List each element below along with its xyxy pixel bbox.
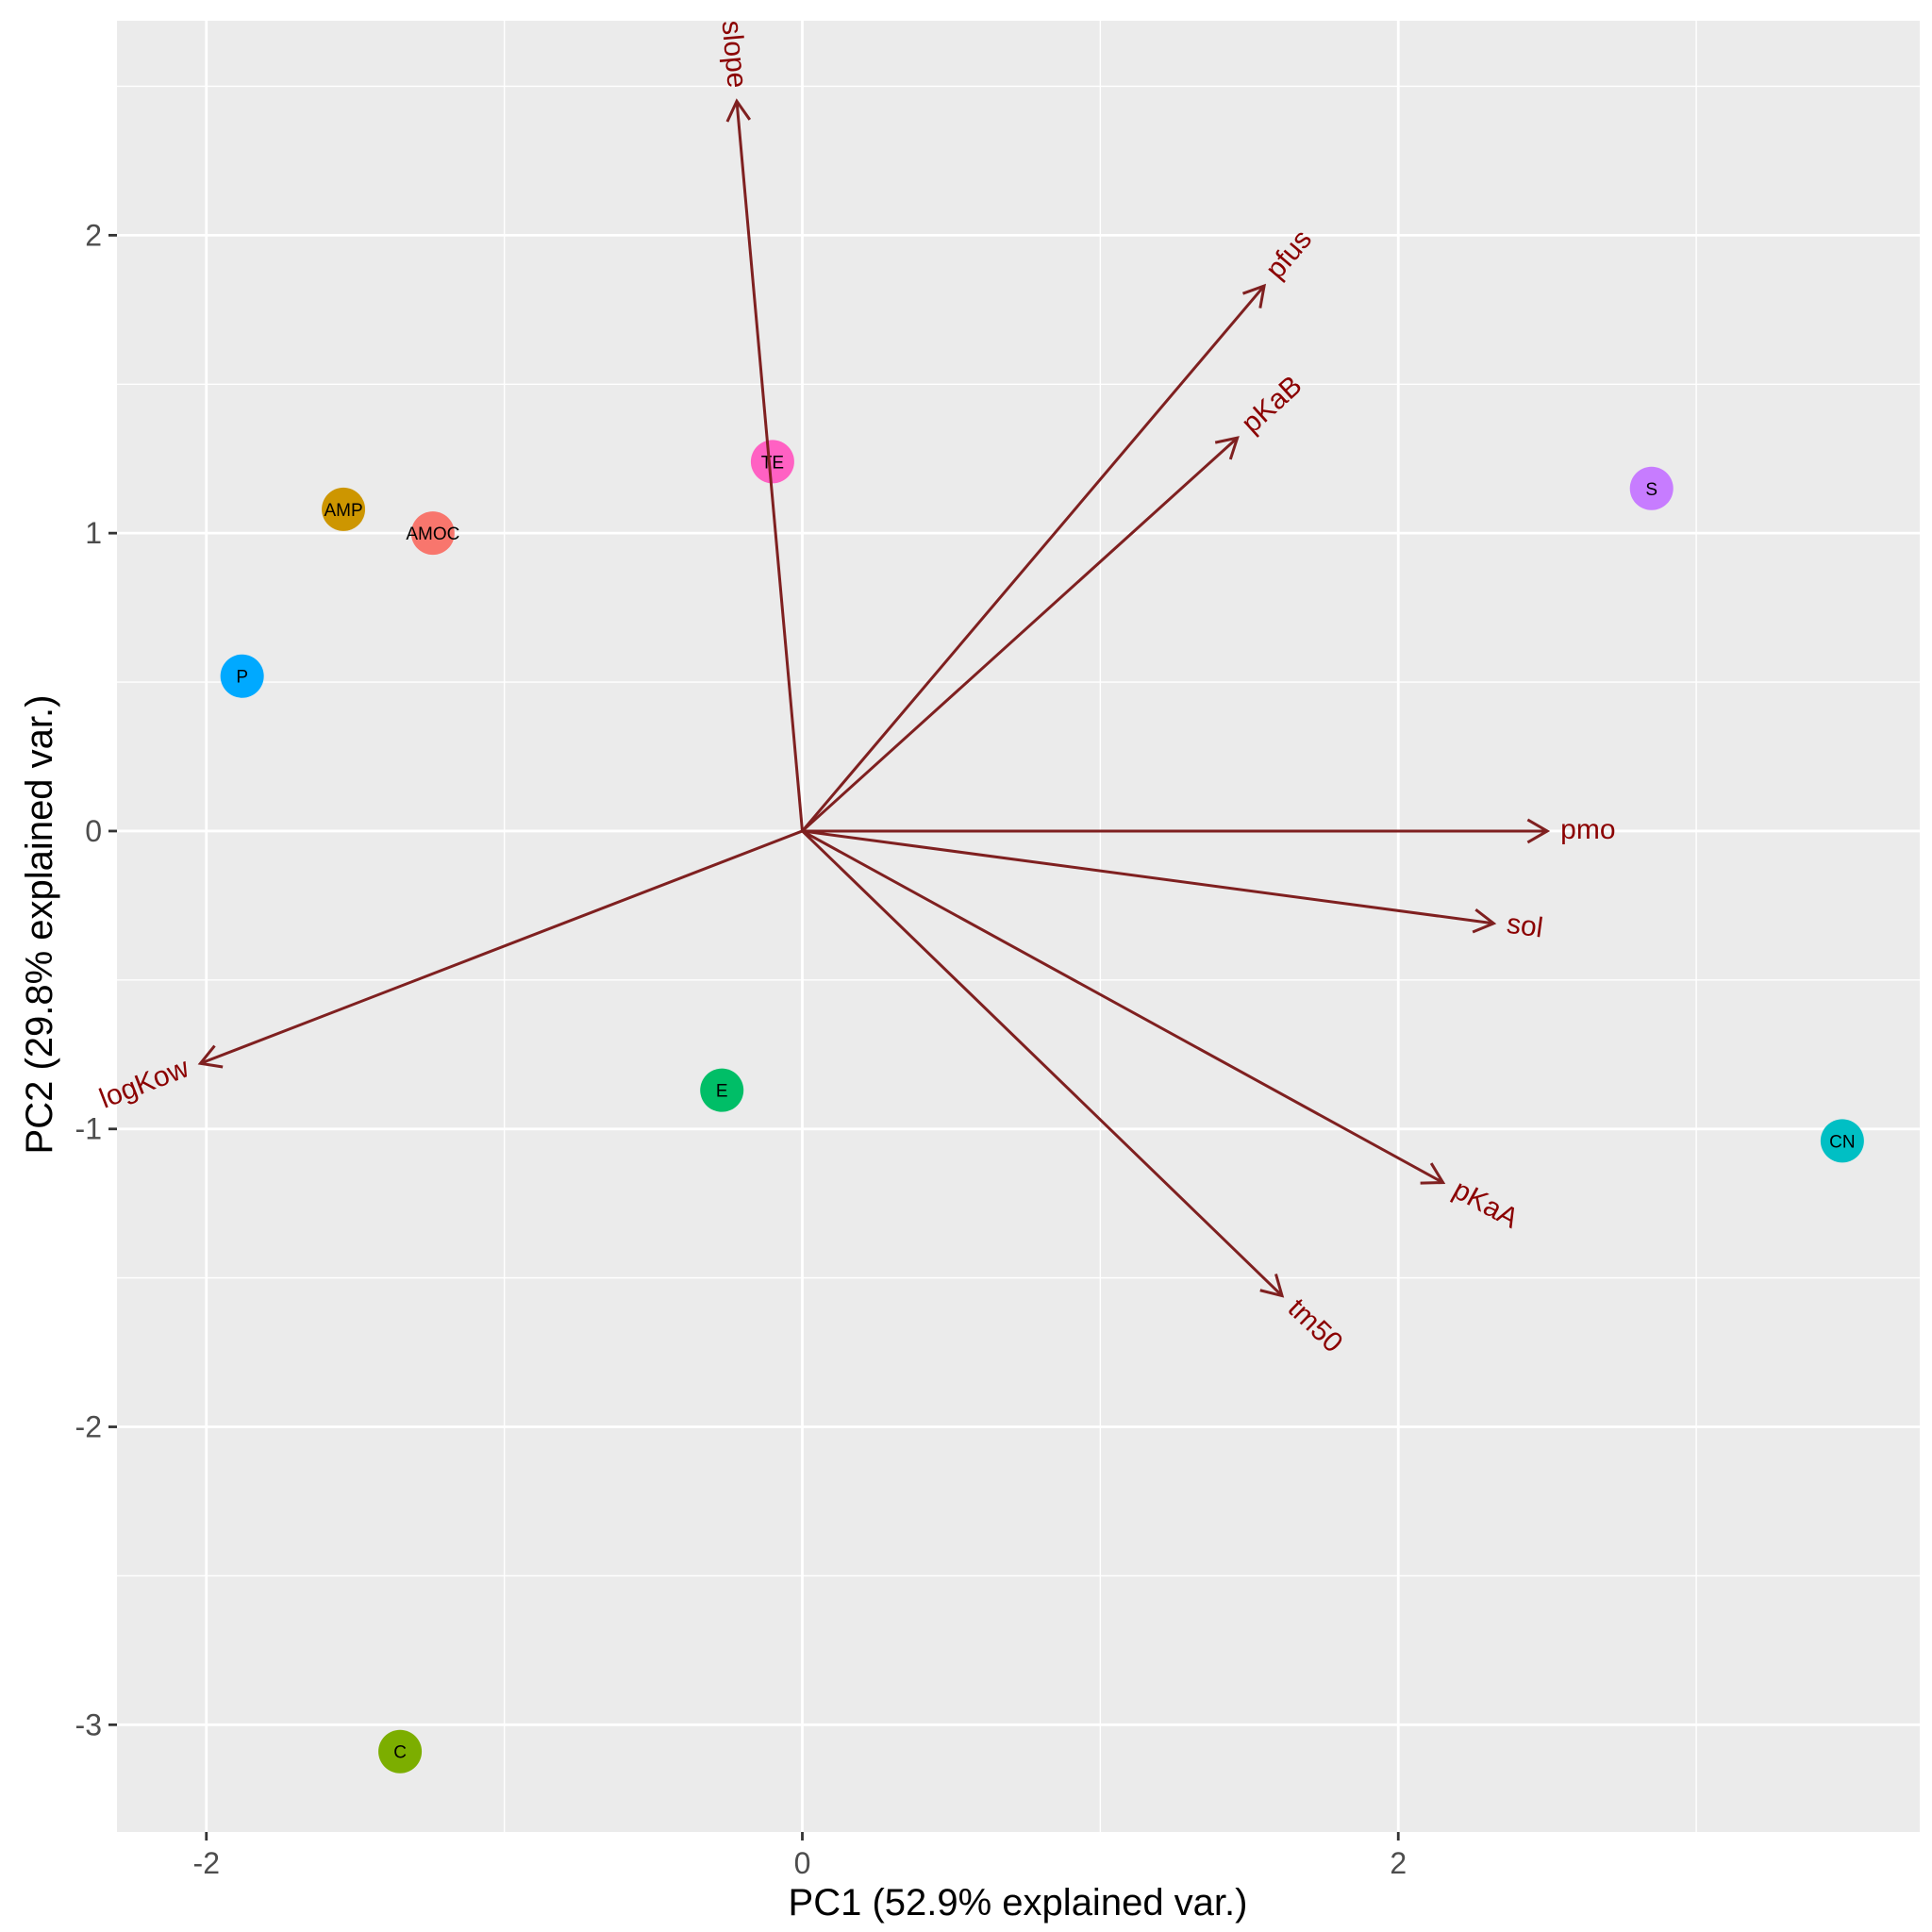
- y-axis-title: PC2 (29.8% explained var.): [19, 695, 60, 1155]
- point-c: [378, 1729, 423, 1774]
- x-tick-label: 0: [794, 1846, 811, 1880]
- point-label-te: TE: [761, 453, 784, 473]
- vector-line-pkab: [801, 436, 1239, 833]
- vector-line-logkow: [199, 829, 804, 1065]
- vector-line-slope: [735, 101, 804, 832]
- point-cn: [1820, 1119, 1864, 1163]
- vector-line-tm50: [801, 829, 1284, 1297]
- point-s: [1629, 466, 1674, 510]
- point-p: [220, 654, 264, 698]
- vector-head-logkow: [197, 1044, 224, 1069]
- y-tick-label: -3: [75, 1707, 102, 1741]
- point-amoc: [410, 511, 455, 556]
- point-label-e: E: [716, 1082, 728, 1102]
- vector-head-pkaa: [1420, 1162, 1446, 1185]
- vector-head-pfus: [1241, 283, 1267, 308]
- y-tick-label: -2: [75, 1410, 102, 1444]
- vector-head-slope: [725, 98, 752, 123]
- point-label-c: C: [393, 1743, 407, 1763]
- y-tick-label: 1: [85, 516, 102, 550]
- grid-major: [117, 21, 1920, 1832]
- vector-head-pkab: [1214, 436, 1240, 460]
- vector-label-sol: sol: [1505, 908, 1544, 944]
- data-points: TE AMP AMOC P S E CN C: [220, 440, 1864, 1774]
- point-label-p: P: [236, 668, 248, 688]
- point-e: [700, 1068, 744, 1112]
- point-te: [750, 440, 794, 484]
- point-amp: [322, 487, 366, 531]
- axis-ticks: -2 0 2 -3 -2 -1 0 1 2: [75, 218, 1407, 1880]
- vector-head-tm50: [1259, 1274, 1285, 1298]
- y-tick-label: 2: [85, 218, 102, 252]
- y-tick-label: 0: [85, 814, 102, 848]
- x-tick-label: 2: [1390, 1846, 1407, 1880]
- vector-head-sol: [1472, 908, 1497, 934]
- y-tick-label: -1: [75, 1112, 102, 1146]
- point-label-amp: AMP: [324, 501, 362, 521]
- point-label-amoc: AMOC: [406, 525, 459, 544]
- x-tick-label: -2: [193, 1846, 220, 1880]
- vector-line-sol: [802, 829, 1494, 925]
- vector-label-pmo: pmo: [1560, 814, 1615, 845]
- point-label-cn: CN: [1829, 1132, 1855, 1152]
- x-axis-title: PC1 (52.9% explained var.): [789, 1882, 1248, 1924]
- vector-label-slope: slope: [715, 19, 752, 89]
- plot-panel: [117, 21, 1920, 1832]
- vector-line-pfus: [801, 285, 1266, 832]
- point-label-s: S: [1645, 480, 1657, 500]
- vector-head-pmo: [1526, 818, 1551, 844]
- vector-line-pkaa: [801, 829, 1444, 1184]
